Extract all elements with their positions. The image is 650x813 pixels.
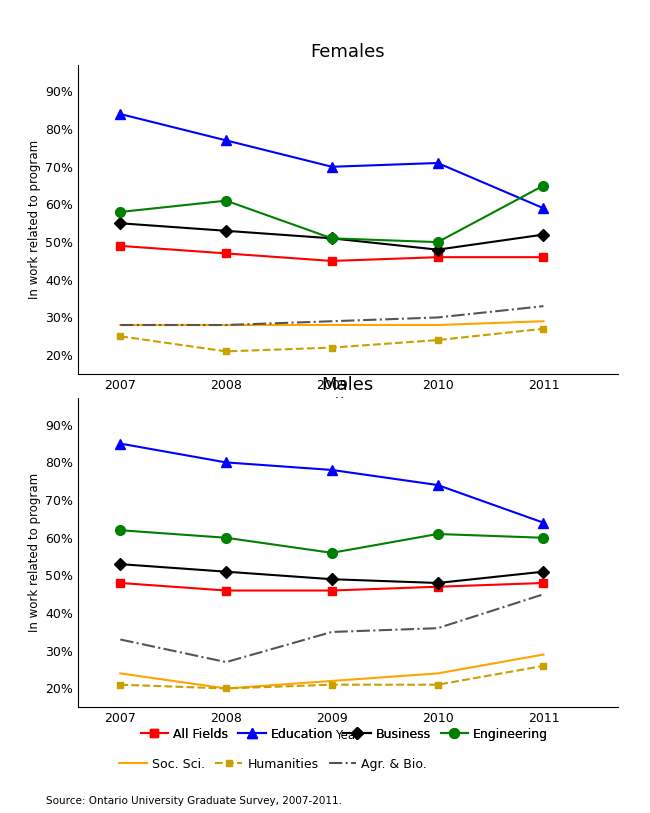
Y-axis label: In work related to program: In work related to program [28, 140, 41, 299]
Legend: Soc. Sci., Humanities, Agr. & Bio.: Soc. Sci., Humanities, Agr. & Bio. [114, 753, 432, 776]
Y-axis label: In work related to program: In work related to program [28, 473, 41, 633]
Title: Males: Males [322, 376, 374, 394]
Title: Females: Females [311, 43, 385, 61]
X-axis label: Year: Year [335, 396, 360, 409]
Legend: All Fields, Education, Business, Engineering: All Fields, Education, Business, Enginee… [136, 723, 553, 746]
X-axis label: Year: Year [335, 729, 360, 742]
Text: Source: Ontario University Graduate Survey, 2007-2011.: Source: Ontario University Graduate Surv… [46, 797, 341, 806]
